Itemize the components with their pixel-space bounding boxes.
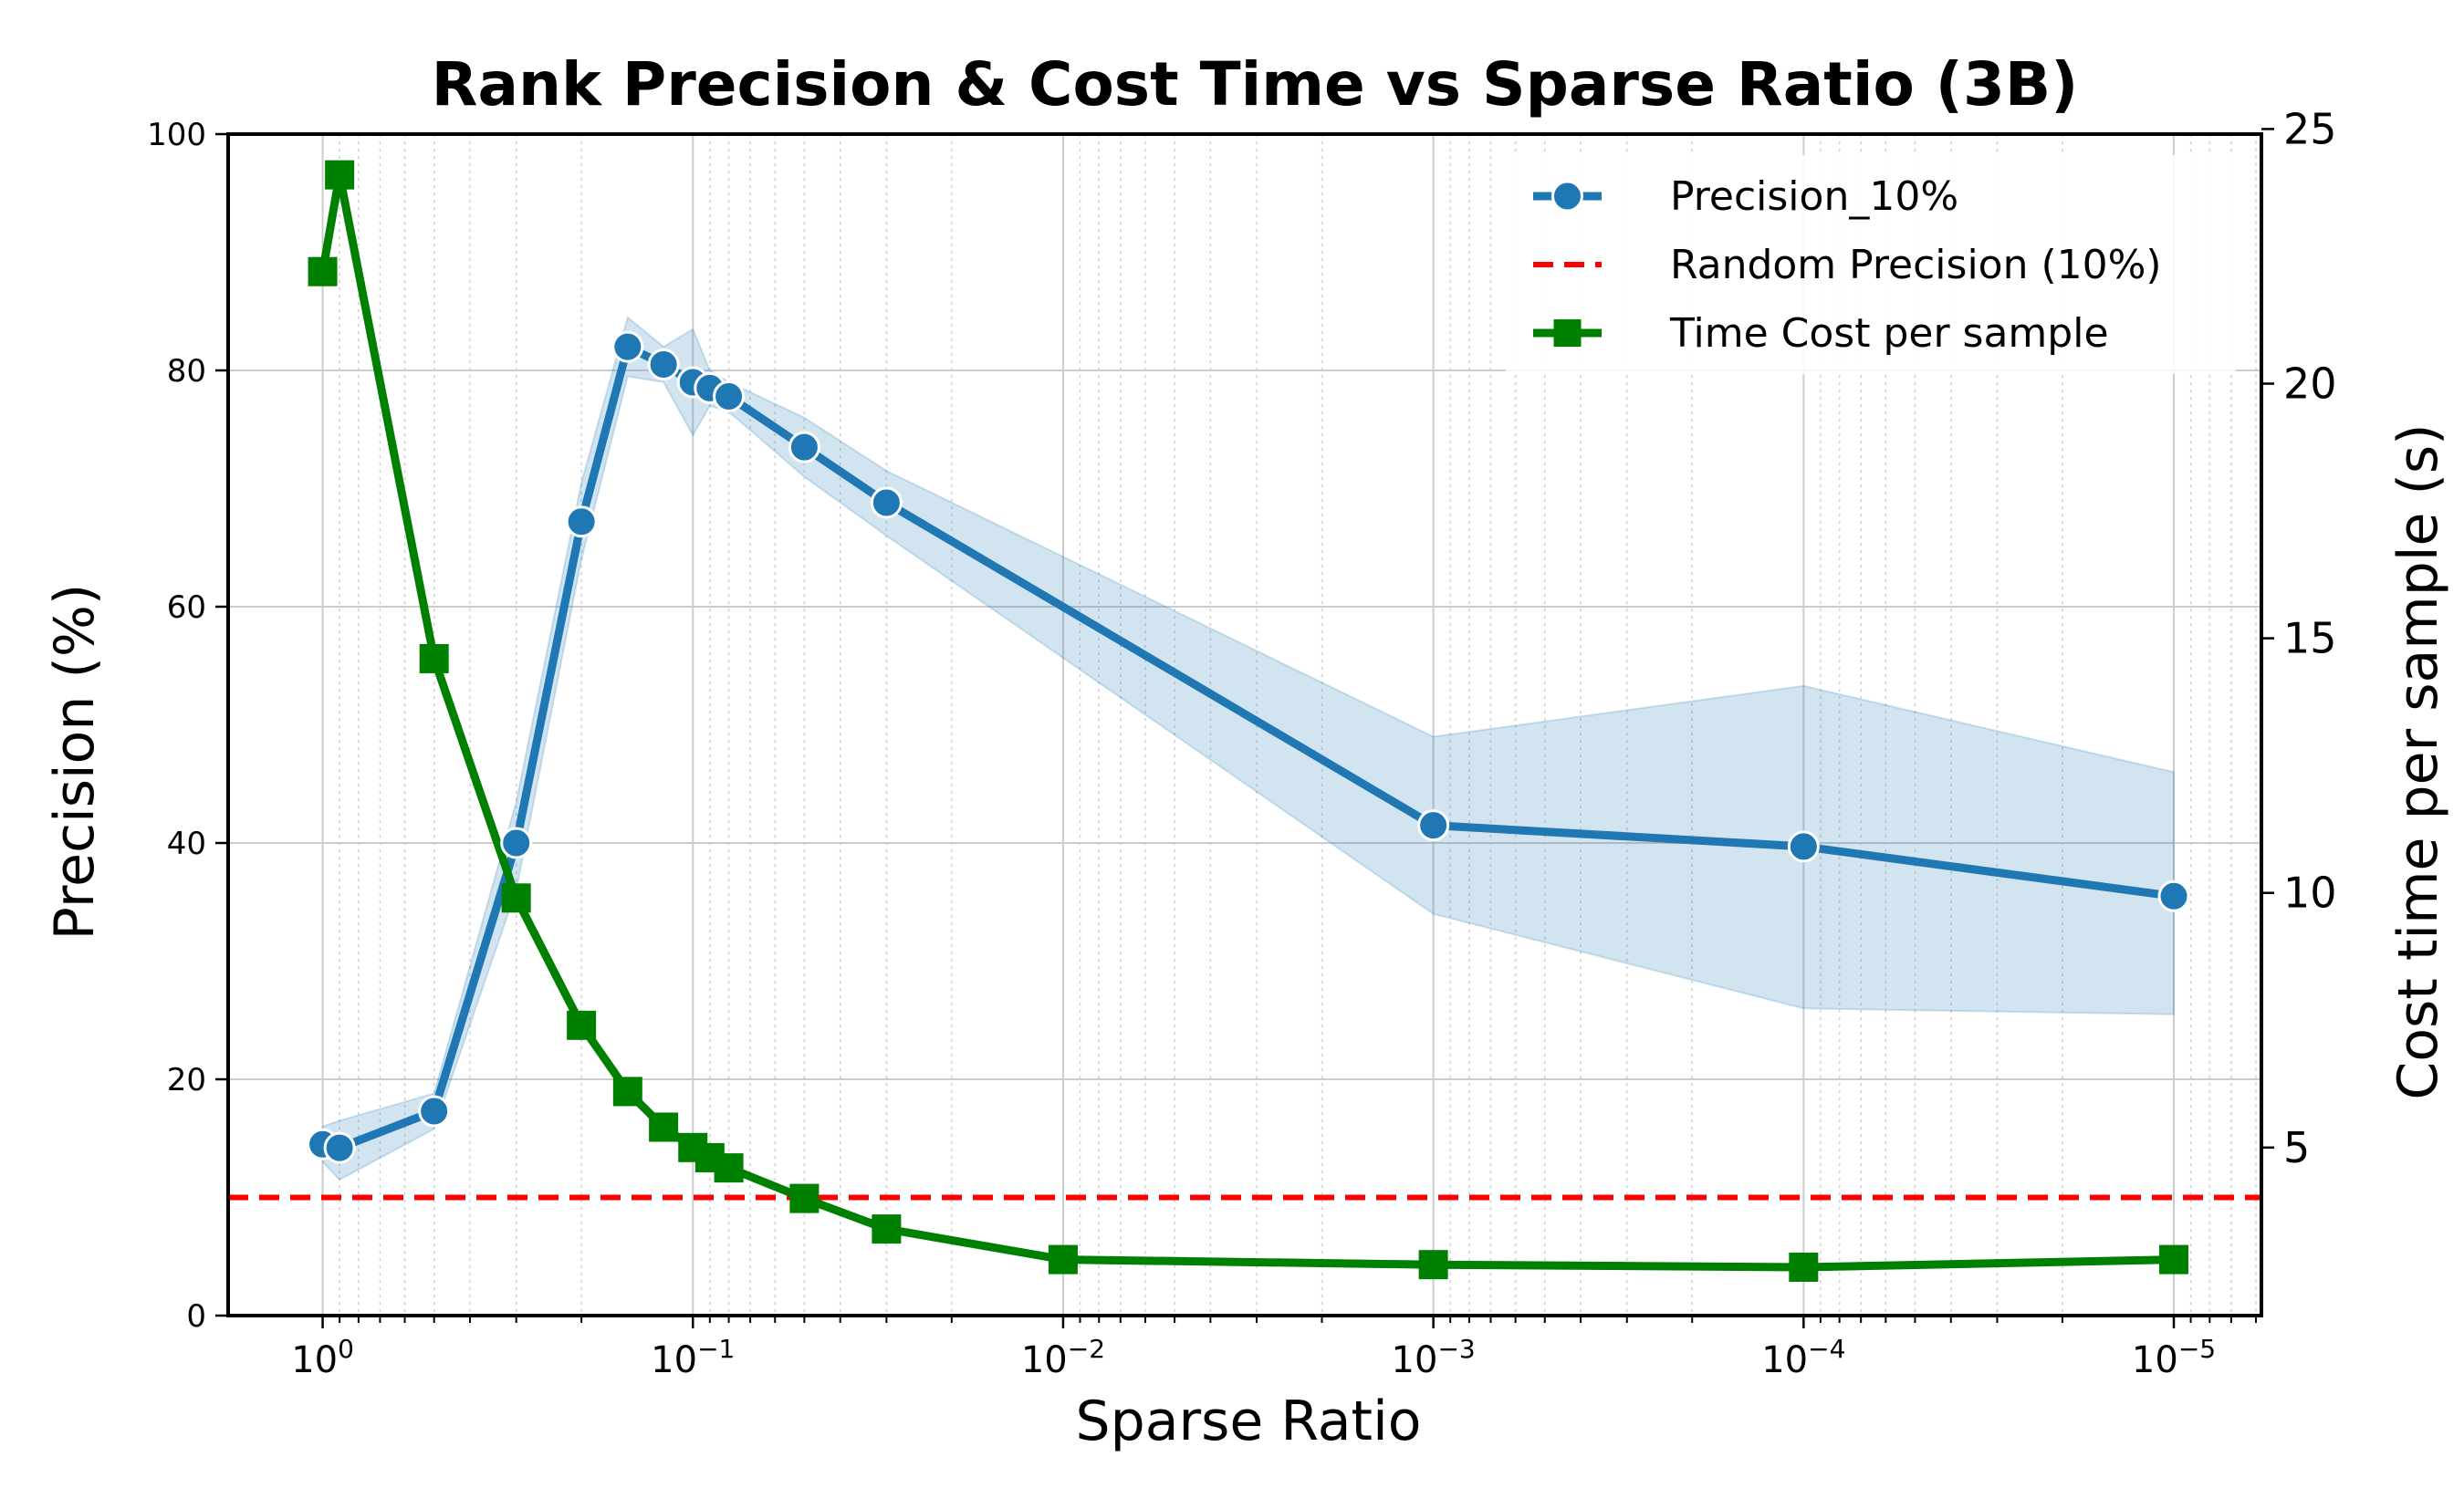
legend-precision-label: Precision_10% [1670,173,1958,220]
precision-point [788,431,820,463]
x-tick-label: 100 [291,1334,354,1382]
x-axis-label: Sparse Ratio [1076,1389,1422,1453]
precision-point [500,827,533,859]
time-cost-point [714,1153,744,1183]
chart-title: Rank Precision & Cost Time vs Sparse Rat… [432,49,2079,120]
y2-axis-label: Cost time per sample (s) [2386,423,2450,1099]
x-tick-label: 10−1 [651,1334,735,1382]
precision-point [1417,809,1450,842]
y2-tick-label: 10 [2283,869,2337,918]
y2-tick-label: 20 [2283,359,2337,409]
legend: Precision_10% Random Precision (10%) Time … [1506,155,2236,374]
precision-point [323,1131,356,1164]
precision-point [611,330,644,363]
legend-random-label: Random Precision (10%) [1670,242,2162,288]
precision-point [418,1095,451,1128]
y-axis-label: Precision (%) [43,584,107,941]
time-cost-point [789,1183,820,1213]
precision-point [647,349,680,381]
time-cost-point [567,1010,597,1040]
y-tick-label: 60 [167,589,206,626]
time-cost-point [1418,1250,1448,1280]
time-cost-point [612,1077,642,1107]
precision-point [2157,879,2190,912]
time-cost-point [308,256,338,286]
x-tick-label: 10−3 [1392,1334,1476,1382]
series-layer [228,160,2261,1282]
y-tick-label: 80 [167,353,206,390]
legend-background [1506,155,2236,374]
time-cost-point [872,1214,902,1244]
y-tick-label: 20 [167,1062,206,1098]
y2-tick-label: 25 [2283,104,2337,153]
x-tick-label: 10−4 [1761,1334,1845,1382]
y-tick-label: 40 [167,826,206,862]
time-cost-point [2159,1244,2189,1275]
axes-layer: 100 10−1 10−2 10−3 10−4 10−5 0 20 40 60 80 100 5 10 15… [147,104,2336,1381]
legend-time-label: Time Cost per sample [1669,310,2109,357]
precision-point [1787,830,1820,863]
legend-entries: Precision_10% Random Precision (10%) Time … [1533,173,2162,357]
legend-precision-marker [1551,180,1583,213]
y-tick-label: 100 [147,117,206,153]
precision-point [870,486,903,519]
time-cost-point [1789,1252,1819,1282]
x-tick-label: 10−5 [2132,1334,2216,1382]
legend-time-marker [1553,319,1582,347]
time-cost-point [325,160,355,190]
time-cost-point [419,643,449,673]
y-tick-label: 0 [186,1298,206,1335]
x-tick-label: 10−2 [1021,1334,1105,1382]
y2-tick-label: 15 [2283,614,2337,663]
y2-tick-label: 5 [2283,1123,2310,1172]
time-cost-point [1048,1244,1078,1275]
plot-frame [226,132,2263,1317]
precision-confidence-band [321,315,2175,1181]
time-cost-point [649,1112,679,1142]
precision-point [565,505,598,538]
time-cost-point [501,883,531,913]
precision-point [713,380,746,412]
